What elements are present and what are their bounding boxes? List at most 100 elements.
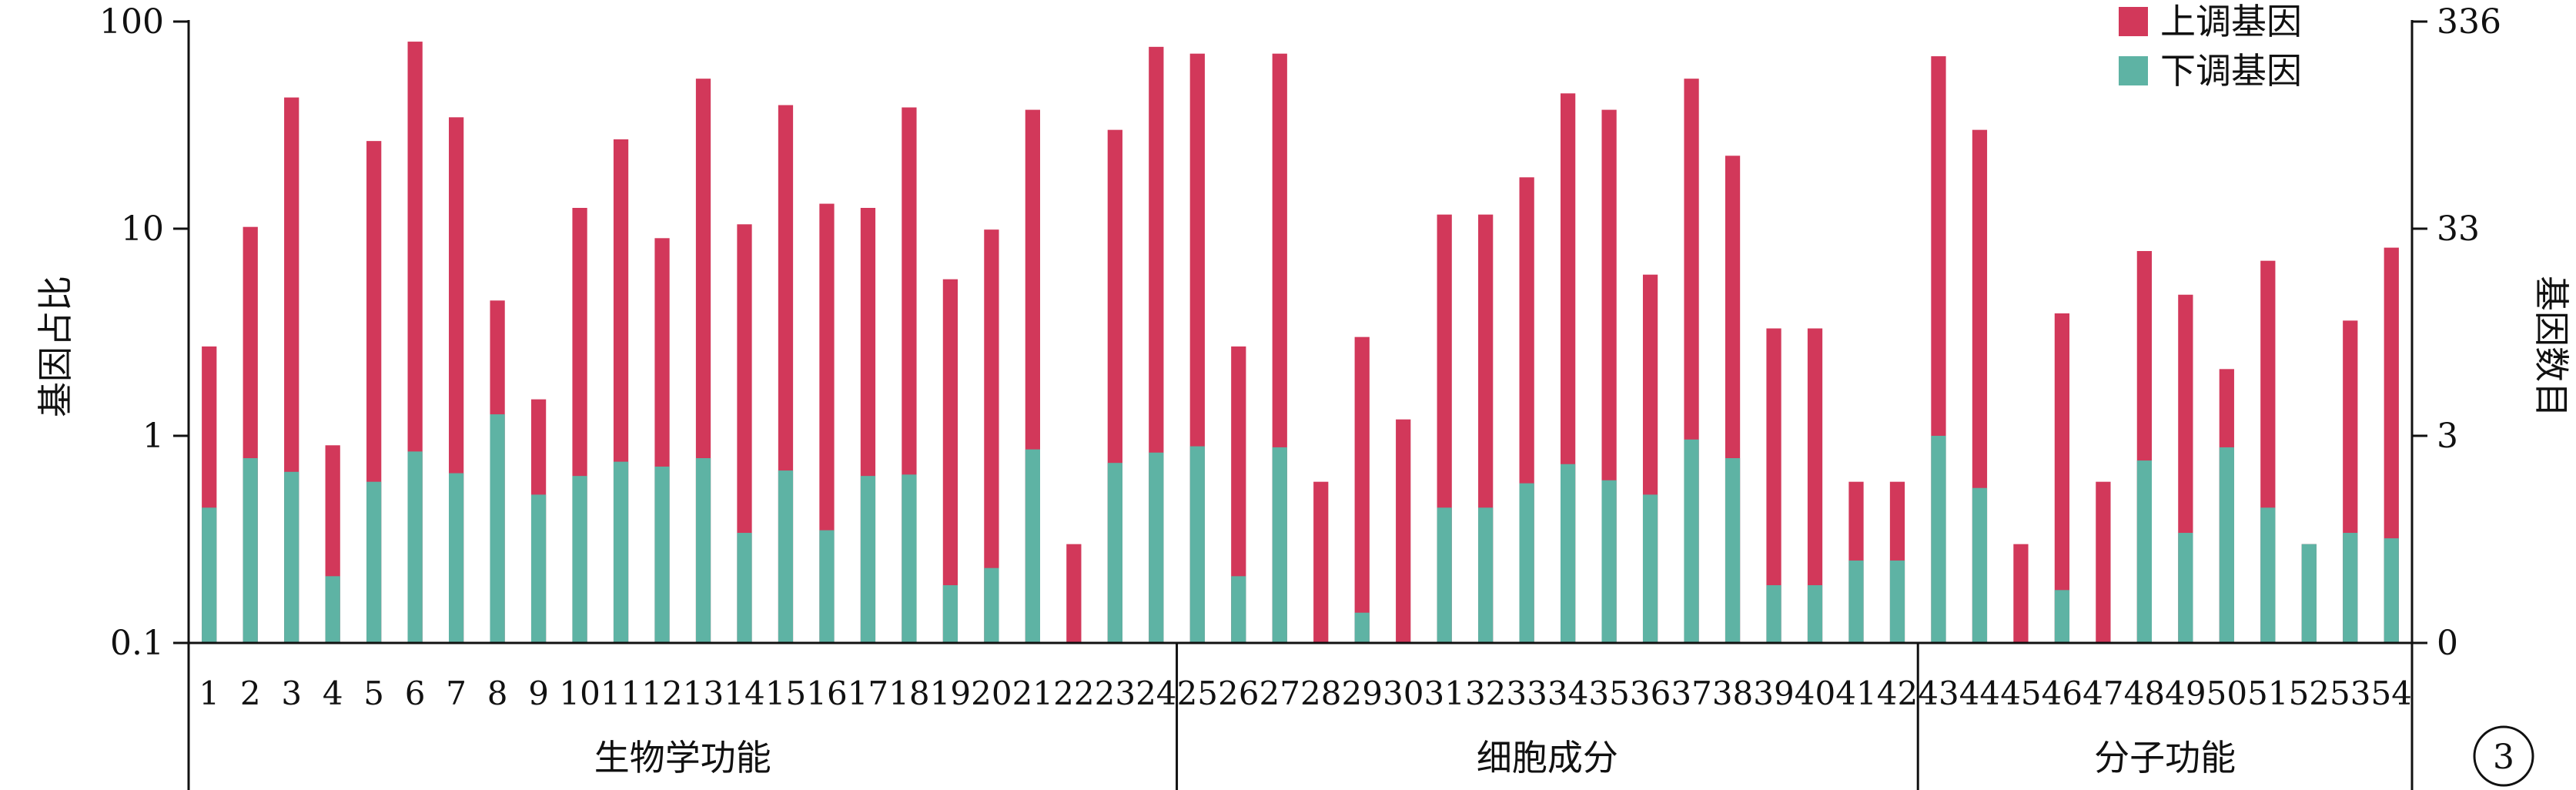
bar-down-33 bbox=[1519, 483, 1534, 643]
x-tick-label: 25 bbox=[1177, 675, 1218, 712]
x-tick-label: 41 bbox=[1835, 675, 1876, 712]
bar-down-10 bbox=[572, 476, 587, 643]
bar-down-23 bbox=[1107, 463, 1122, 643]
bar-down-5 bbox=[366, 481, 382, 643]
bar-up-47 bbox=[2096, 481, 2111, 643]
x-tick-label: 1 bbox=[199, 675, 219, 712]
y-axis-label-right: 基因数目 bbox=[2531, 276, 2572, 417]
x-tick-label: 12 bbox=[641, 675, 682, 712]
x-tick-label: 16 bbox=[806, 675, 847, 712]
x-tick-label: 43 bbox=[1918, 675, 1959, 712]
y-tick-label-right: 3 bbox=[2437, 417, 2458, 456]
bar-down-3 bbox=[284, 471, 299, 643]
bar-down-12 bbox=[654, 467, 670, 643]
x-tick-label: 23 bbox=[1095, 675, 1136, 712]
x-tick-label: 36 bbox=[1630, 675, 1671, 712]
bars-layer bbox=[202, 42, 2399, 644]
bar-up-29 bbox=[1354, 336, 1370, 643]
y-tick-label-right: 0 bbox=[2437, 624, 2458, 663]
bar-down-1 bbox=[202, 507, 217, 643]
bar-down-6 bbox=[407, 451, 423, 643]
panel-label: 3 bbox=[2473, 725, 2534, 787]
bar-down-7 bbox=[449, 473, 464, 643]
x-tick-label: 39 bbox=[1753, 675, 1794, 712]
x-tick-label: 35 bbox=[1588, 675, 1629, 712]
x-tick-label: 33 bbox=[1506, 675, 1547, 712]
x-tick-label: 29 bbox=[1341, 675, 1382, 712]
legend-label-up: 上调基因 bbox=[2160, 1, 2302, 42]
x-tick-label: 13 bbox=[683, 675, 724, 712]
x-tick-label: 3 bbox=[281, 675, 302, 712]
x-tick-label: 32 bbox=[1465, 675, 1506, 712]
x-tick-label: 9 bbox=[528, 675, 549, 712]
x-tick-label: 15 bbox=[765, 675, 806, 712]
axes-layer bbox=[173, 20, 2427, 790]
bar-down-13 bbox=[695, 458, 711, 643]
x-tick-label: 51 bbox=[2247, 675, 2288, 712]
y-tick-label-left: 0.1 bbox=[110, 624, 164, 663]
bar-down-18 bbox=[902, 474, 917, 643]
bar-down-39 bbox=[1766, 585, 1781, 643]
x-tick-label: 14 bbox=[724, 675, 764, 712]
y-tick-label-right: 33 bbox=[2437, 209, 2480, 249]
bar-down-26 bbox=[1231, 576, 1246, 643]
x-tick-label: 8 bbox=[487, 675, 508, 712]
bar-down-8 bbox=[490, 414, 505, 643]
bar-down-25 bbox=[1189, 446, 1205, 643]
x-tick-label: 21 bbox=[1012, 675, 1053, 712]
bar-up-19 bbox=[942, 279, 958, 643]
bar-down-2 bbox=[243, 458, 258, 643]
bar-down-34 bbox=[1561, 464, 1576, 643]
bar-down-21 bbox=[1025, 449, 1040, 643]
x-tick-label: 22 bbox=[1053, 675, 1094, 712]
bar-up-22 bbox=[1066, 544, 1082, 643]
bar-down-31 bbox=[1437, 507, 1452, 643]
x-tick-label: 6 bbox=[405, 675, 426, 712]
legend-swatch-up bbox=[2119, 7, 2148, 36]
x-tick-label: 5 bbox=[363, 675, 384, 712]
bar-down-32 bbox=[1478, 507, 1494, 643]
bar-down-15 bbox=[778, 470, 794, 643]
bar-up-45 bbox=[2013, 544, 2029, 643]
bar-up-26 bbox=[1231, 346, 1246, 643]
bar-down-51 bbox=[2260, 507, 2276, 643]
bar-up-20 bbox=[984, 229, 999, 643]
x-tick-label: 53 bbox=[2330, 675, 2370, 712]
x-tick-label: 34 bbox=[1547, 675, 1588, 712]
bar-down-19 bbox=[942, 585, 958, 643]
x-tick-label: 4 bbox=[323, 675, 343, 712]
x-tick-label: 50 bbox=[2206, 675, 2247, 712]
bar-down-52 bbox=[2301, 544, 2317, 643]
bar-down-46 bbox=[2054, 590, 2070, 643]
group-label: 生物学功能 bbox=[594, 737, 771, 778]
bar-down-41 bbox=[1848, 560, 1864, 643]
x-tick-label: 2 bbox=[240, 675, 261, 712]
x-tick-label: 10 bbox=[559, 675, 600, 712]
bar-down-40 bbox=[1807, 585, 1823, 643]
group-label: 分子功能 bbox=[2094, 737, 2236, 778]
bar-down-49 bbox=[2178, 533, 2193, 643]
bar-down-9 bbox=[530, 494, 547, 643]
bar-down-29 bbox=[1354, 612, 1370, 643]
bar-down-17 bbox=[860, 476, 876, 643]
x-tick-label: 18 bbox=[888, 675, 929, 712]
legend-label-down: 下调基因 bbox=[2160, 50, 2302, 92]
x-tick-label: 28 bbox=[1300, 675, 1341, 712]
bar-down-35 bbox=[1601, 480, 1617, 643]
bar-down-27 bbox=[1272, 447, 1287, 643]
bar-down-20 bbox=[984, 567, 999, 643]
x-tick-label: 47 bbox=[2083, 675, 2123, 712]
x-tick-label: 54 bbox=[2371, 675, 2412, 712]
bar-down-50 bbox=[2219, 447, 2234, 643]
x-tick-label: 44 bbox=[1959, 675, 2000, 712]
x-tick-label: 46 bbox=[2042, 675, 2083, 712]
x-tick-label: 52 bbox=[2289, 675, 2330, 712]
x-tick-label: 42 bbox=[1877, 675, 1918, 712]
x-tick-label: 48 bbox=[2124, 675, 2165, 712]
x-tick-label: 30 bbox=[1383, 675, 1423, 712]
y-tick-label-left: 10 bbox=[121, 209, 164, 249]
bar-down-16 bbox=[819, 530, 835, 643]
y-tick-label-left: 1 bbox=[142, 417, 164, 456]
bar-up-46 bbox=[2054, 313, 2070, 643]
